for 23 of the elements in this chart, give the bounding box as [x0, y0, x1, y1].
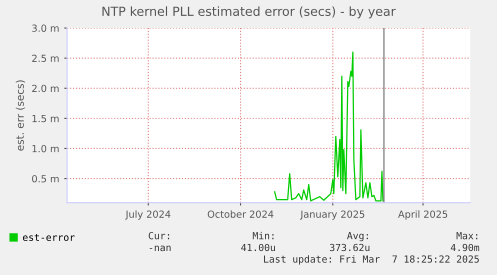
- line-series: [274, 52, 384, 202]
- x-tick-label: January 2025: [300, 210, 364, 220]
- x-tick-label: October 2024: [208, 210, 274, 218]
- y-tick-label: 1.5 m: [32, 114, 59, 122]
- text: Max:: [456, 232, 478, 240]
- text: 4.90m: [450, 244, 480, 252]
- y-tick-label: 0.5 m: [32, 175, 59, 182]
- text: 373.62u: [330, 244, 370, 252]
- x-tick-label: April 2025: [398, 210, 448, 220]
- y-tick-label: 2.5 m: [32, 54, 59, 62]
- text: 41.00u: [241, 244, 275, 252]
- x-tick-label: July 2024: [125, 210, 170, 220]
- legend-label: est-error: [22, 234, 75, 241]
- y-tick-label: 3.0 m: [32, 24, 59, 32]
- text: Min:: [252, 232, 274, 240]
- y-tick-label: 1.0 m: [32, 144, 59, 152]
- y-tick-label: 2.0 m: [32, 84, 59, 92]
- text: -nan: [150, 246, 171, 252]
- text: Avg:: [347, 232, 368, 242]
- text: Last update: Fri Mar 7 18:25:22 2025: [264, 255, 479, 265]
- y-axis-title: est. err (secs): [16, 80, 26, 151]
- chart-title: NTP kernel PLL estimated error (secs) - by year: [102, 6, 396, 18]
- text: Cur:: [148, 232, 170, 240]
